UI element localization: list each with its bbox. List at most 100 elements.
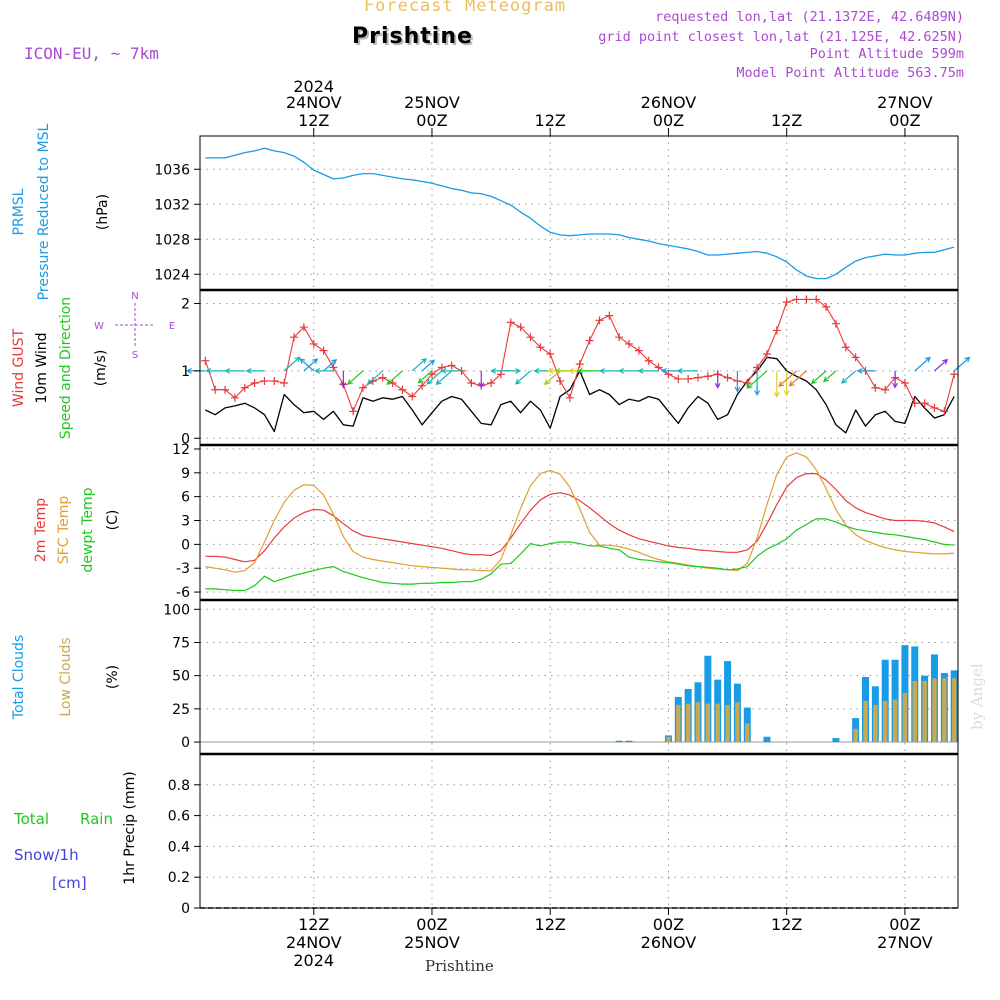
gust-marker — [910, 399, 919, 408]
gust-marker — [309, 339, 318, 348]
wind-direction-arrow — [714, 370, 721, 389]
temp-2m-label: 2m Temp — [33, 498, 49, 562]
gust-marker — [487, 379, 496, 387]
gust-marker — [319, 346, 328, 355]
gust-marker — [221, 385, 230, 394]
gust-marker — [900, 379, 909, 387]
snow-label: Snow/1h — [14, 846, 79, 864]
wind-direction-arrow — [823, 370, 837, 383]
low-clouds-bar — [735, 702, 740, 743]
y-tick-label: 0.2 — [168, 870, 190, 886]
wind-10m-label: 10m Wind — [34, 332, 50, 403]
total-clouds-bar — [704, 655, 712, 743]
wind-direction-arrow — [773, 370, 780, 398]
gust-marker — [920, 399, 929, 408]
compass-n: N — [131, 291, 138, 302]
gust-marker — [211, 385, 220, 394]
gust-marker — [831, 319, 840, 328]
grid-point-coordinates: grid point closest lon,lat (21.125E, 42.… — [598, 29, 964, 45]
gust-marker — [753, 363, 762, 372]
wind-direction-arrow — [746, 370, 768, 389]
wind-direction-arrow — [490, 367, 511, 374]
gust-marker — [762, 350, 771, 359]
wind-direction-arrow — [778, 370, 797, 388]
temp-unit: (C) — [105, 510, 121, 531]
wind-direction-arrow — [754, 370, 761, 397]
y-tick-label: 0 — [181, 735, 190, 751]
clouds-unit: (%) — [105, 665, 121, 689]
wind-direction-arrow — [205, 367, 226, 374]
wind-unit: (m/s) — [93, 350, 109, 387]
y-tick-label: 1032 — [154, 197, 190, 213]
top-time-label: 12Z — [771, 111, 802, 130]
gust-marker — [329, 363, 338, 372]
low-clouds-bar — [873, 704, 878, 743]
wind-direction-arrow — [421, 359, 436, 372]
gust-marker — [822, 302, 831, 311]
y-tick-label: 50 — [172, 669, 190, 685]
bottom-time-label: 00Z — [416, 915, 447, 934]
gust-marker — [703, 372, 712, 381]
low-clouds-bar — [892, 699, 898, 743]
total-clouds-bar — [763, 736, 771, 743]
gust-marker — [694, 373, 703, 382]
low-clouds-bar — [942, 678, 947, 743]
frame-layer — [194, 128, 959, 915]
wind-direction-arrow — [637, 367, 659, 374]
bottom-time-label: 25NOV — [404, 933, 460, 952]
gust-marker — [201, 356, 210, 365]
gust-marker — [881, 385, 890, 394]
requested-coordinates: requested lon,lat (21.1372E, 42.6489N) — [655, 9, 964, 25]
pressure-unit: (hPa) — [95, 194, 111, 230]
gust-marker — [654, 363, 663, 372]
low-clouds-bar — [922, 680, 927, 743]
low-clouds-bar — [705, 703, 711, 743]
total-clouds-bar — [724, 661, 732, 743]
y-tick-label: 12 — [172, 442, 190, 458]
wind-direction-arrow — [283, 356, 301, 372]
low-clouds-bar — [666, 736, 671, 743]
gust-marker — [516, 323, 525, 332]
wind-direction-arrow — [934, 358, 949, 372]
y-tick-label: 1036 — [154, 162, 190, 178]
low-clouds-bar — [912, 680, 917, 743]
y-tick-label: 100 — [163, 602, 190, 618]
low-clouds-bar — [883, 700, 888, 743]
wind-direction-arrow — [314, 367, 334, 374]
low-clouds-bar — [695, 702, 701, 743]
low-clouds-bar — [853, 728, 858, 743]
gust-marker — [250, 379, 259, 387]
wind-direction-arrow — [841, 370, 857, 384]
gust-marker — [556, 376, 565, 385]
gust-marker — [585, 336, 594, 345]
gust-marker — [851, 353, 860, 362]
bottom-time-label: 00Z — [653, 915, 684, 934]
y-tick-label: 25 — [172, 702, 190, 718]
gust-marker — [743, 379, 752, 387]
wind-direction-arrow — [417, 370, 433, 384]
wind-direction-arrow — [914, 356, 931, 372]
gust-marker — [812, 295, 821, 304]
gust-marker — [615, 333, 624, 342]
wind-direction-arrow — [245, 367, 265, 374]
gust-marker — [290, 333, 299, 342]
model-point-altitude: Model Point Altitude 563.75m — [736, 65, 964, 81]
gust-marker — [546, 350, 555, 359]
gust-marker — [792, 295, 801, 304]
wind-direction-arrow — [224, 367, 245, 374]
wind-direction-arrow — [618, 367, 639, 374]
total-clouds-bar — [615, 740, 623, 743]
gust-marker — [260, 376, 269, 385]
gust-marker — [595, 316, 604, 325]
low-clouds-bar — [863, 700, 868, 743]
gust-marker — [871, 383, 880, 392]
wind-direction-arrow — [577, 367, 600, 374]
gust-marker — [349, 407, 358, 416]
wind-speed-direction-label: Speed and Direction — [58, 297, 74, 439]
gust-marker — [280, 379, 289, 387]
sfc-temp-label: SFC Temp — [56, 496, 72, 565]
gust-marker — [506, 318, 515, 327]
y-tick-label: -3 — [176, 561, 190, 577]
wind-direction-arrow — [734, 370, 741, 393]
